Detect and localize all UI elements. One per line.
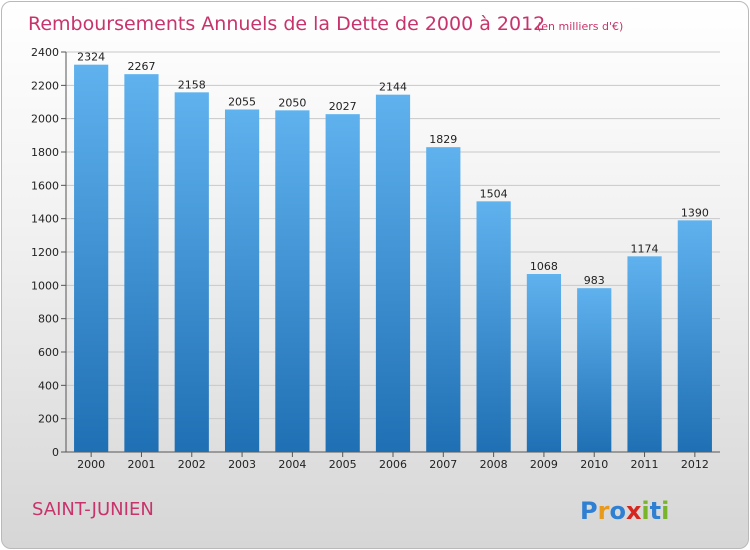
bar-value-label: 2158 — [178, 78, 206, 91]
plot-area: 0 200 400 600 800 1000 1200 1400 1600 1800 2000 220… — [31, 46, 720, 471]
bar-value-label: 2055 — [228, 96, 256, 109]
bar-value-label: 2027 — [329, 100, 357, 113]
chart-title: Remboursements Annuels de la Dette de 20… — [28, 13, 545, 35]
x-tick-label: 2007 — [429, 458, 457, 471]
bar — [124, 74, 159, 453]
bar — [627, 256, 662, 452]
y-tick-label: 1000 — [31, 279, 59, 292]
x-tick-label: 2004 — [278, 458, 306, 471]
x-tick-label: 2003 — [228, 458, 256, 471]
x-tick-label: 2001 — [127, 458, 155, 471]
bar-value-label: 983 — [584, 274, 605, 287]
y-tick-label: 0 — [52, 446, 59, 459]
chart-subtitle: (en milliers d'€) — [537, 20, 623, 33]
bar — [174, 92, 209, 452]
y-tick-label: 800 — [38, 313, 59, 326]
x-tick-label: 2005 — [329, 458, 357, 471]
y-tick-label: 1800 — [31, 146, 59, 159]
y-tick-label: 1600 — [31, 179, 59, 192]
x-tick-label: 2009 — [530, 458, 558, 471]
bar — [476, 201, 511, 452]
y-tick-label: 2400 — [31, 46, 59, 59]
x-tick-label: 2002 — [178, 458, 206, 471]
bar-value-label: 1390 — [681, 206, 709, 219]
x-tick-label: 2010 — [580, 458, 608, 471]
x-tick-label: 2000 — [77, 458, 105, 471]
bar-value-label: 1174 — [631, 242, 659, 255]
y-tick-label: 600 — [38, 346, 59, 359]
bar-value-label: 2050 — [278, 96, 306, 109]
bar — [577, 288, 612, 452]
bar — [325, 114, 360, 453]
x-tick-label: 2008 — [480, 458, 508, 471]
bar — [677, 220, 712, 452]
bar-value-label: 2144 — [379, 81, 407, 94]
x-tick-label: 2012 — [681, 458, 709, 471]
bar-value-label: 1504 — [480, 187, 508, 200]
y-tick-label: 400 — [38, 379, 59, 392]
bar — [224, 109, 260, 452]
bar — [375, 94, 411, 453]
bar — [275, 110, 310, 452]
bar — [426, 147, 461, 452]
proxiti-logo: Proxiti — [580, 497, 669, 525]
bar-value-label: 2267 — [127, 60, 155, 73]
bar — [526, 274, 562, 452]
bar-value-label: 1068 — [530, 260, 558, 273]
x-tick-label: 2011 — [631, 458, 659, 471]
bar-value-label: 2324 — [77, 51, 105, 64]
y-tick-label: 1200 — [31, 246, 59, 259]
y-tick-label: 2000 — [31, 113, 59, 126]
y-tick-label: 2200 — [31, 79, 59, 92]
y-tick-label: 1400 — [31, 213, 59, 226]
x-tick-label: 2006 — [379, 458, 407, 471]
bar — [74, 64, 109, 452]
y-tick-label: 200 — [38, 413, 59, 426]
bar-value-label: 1829 — [429, 133, 457, 146]
commune-name: SAINT-JUNIEN — [32, 499, 154, 520]
